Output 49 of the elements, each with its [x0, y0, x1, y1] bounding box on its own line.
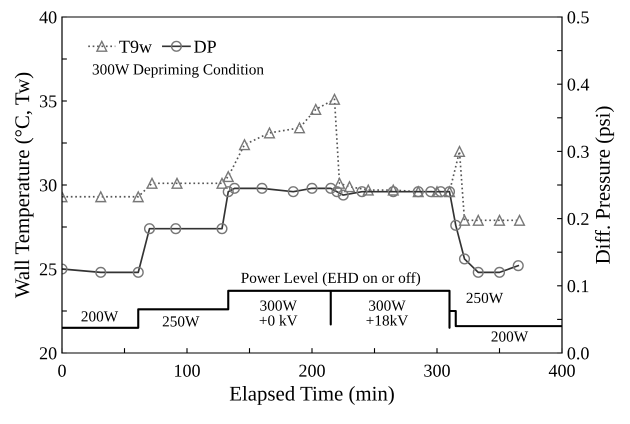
point — [472, 214, 484, 226]
point — [238, 139, 250, 150]
x-tick-label: 0 — [58, 364, 66, 377]
y2-tick-label: 0.0 — [568, 347, 589, 360]
annotation: 200W — [492, 331, 528, 342]
x-tick-label: 400 — [548, 364, 575, 377]
point — [95, 191, 106, 202]
annotation: 250W — [466, 292, 504, 304]
point — [334, 178, 346, 189]
y-tick-label: 20 — [40, 347, 56, 360]
legend-label: T9w — [119, 40, 152, 53]
point — [431, 186, 443, 198]
point — [294, 122, 306, 134]
y2-tick-label: 0.1 — [568, 280, 588, 292]
annotation: 300W Depriming Condition — [92, 64, 264, 78]
y-tick-label: 35 — [40, 95, 56, 108]
y-axis-title: Wall Temperature (°C, Tw) — [14, 72, 34, 298]
annotation: 200W — [82, 311, 118, 322]
point — [344, 181, 356, 192]
point — [454, 146, 466, 157]
point — [458, 214, 470, 226]
y-tick-label: 30 — [40, 179, 56, 192]
annotation: Power Level (EHD on or off) — [241, 272, 420, 286]
x-axis-title: Elapsed Time (min) — [230, 386, 394, 405]
y2-tick-label: 0.2 — [568, 212, 588, 226]
point — [362, 184, 374, 196]
annotation: 300W +18kV — [366, 300, 408, 326]
point — [328, 94, 340, 105]
x-tick-label: 100 — [175, 364, 200, 377]
point — [146, 178, 158, 189]
point — [216, 178, 228, 189]
y2-tick-label: 0.3 — [568, 146, 589, 158]
annotation: 250W — [162, 316, 200, 327]
y2-axis-title: Diff. Pressure (psi) — [594, 106, 614, 264]
x-tick-label: 200 — [299, 364, 325, 377]
legend-label: DP — [194, 40, 216, 53]
y2-tick-label: 0.4 — [568, 78, 590, 91]
point — [494, 214, 506, 226]
point — [514, 214, 526, 226]
annotation: 300W +0 kV — [260, 300, 298, 326]
x-tick-label: 300 — [424, 364, 450, 377]
y-tick-label: 40 — [39, 11, 56, 24]
point — [310, 104, 322, 115]
y-tick-label: 25 — [40, 263, 56, 276]
point — [171, 178, 183, 189]
point — [264, 127, 276, 138]
point — [132, 191, 144, 202]
y2-tick-label: 0.5 — [568, 11, 589, 24]
point — [222, 171, 234, 182]
